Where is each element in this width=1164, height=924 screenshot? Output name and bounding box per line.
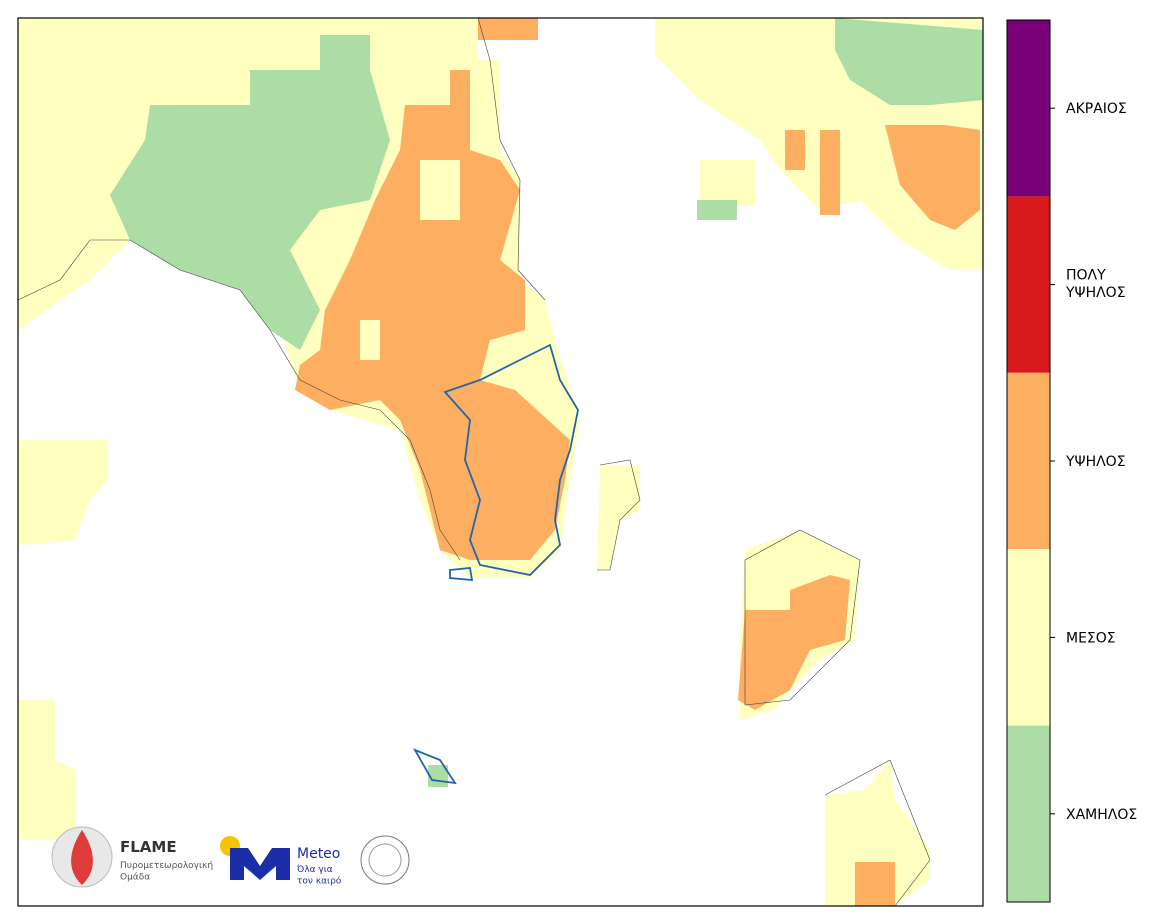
flame-logo-fire <box>71 830 93 885</box>
coastline <box>17 17 931 907</box>
flame-subtitle: Πυρομετεωρολογική Ομάδα <box>120 861 213 882</box>
colorbar-label: ΜΕΣΟΣ <box>1066 630 1116 646</box>
colorbar-label: ΧΑΜΗΛΟΣ <box>1066 807 1137 823</box>
region-low <box>697 200 737 220</box>
colorbar-label: ΑΚΡΑΙΟΣ <box>1066 101 1127 117</box>
logos: FLAME Πυρομετεωρολογική Ομάδα Meteo Όλα γ… <box>51 826 410 888</box>
region-moderate <box>825 760 930 906</box>
meteo-subtitle: Όλα για τον καιρό <box>296 864 342 886</box>
map-frame <box>17 17 984 907</box>
region-border <box>412 343 579 785</box>
colorbar-label: ΠΟΛΥ ΥΨΗΛΟΣ <box>1065 268 1126 302</box>
colorbar-segment <box>1007 372 1050 550</box>
region-high <box>820 130 840 215</box>
colorbar-segment <box>1007 725 1050 902</box>
region-high <box>885 125 980 230</box>
meteo-title: Meteo <box>297 846 340 862</box>
region-low <box>835 18 983 105</box>
colorbar-frame <box>1006 19 1051 903</box>
flame-title: FLAME <box>120 838 177 856</box>
region-moderate <box>700 160 755 205</box>
observatory-seal <box>360 835 410 885</box>
region-high <box>785 130 805 170</box>
region-high <box>855 862 895 906</box>
region-moderate <box>420 160 460 220</box>
colorbar: ΑΚΡΑΙΟΣ ΠΟΛΥ ΥΨΗΛΟΣ ΥΨΗΛΟΣ ΜΕΣΟΣ ΧΑΜΗΛΟΣ <box>1006 19 1137 903</box>
region-moderate <box>18 700 75 840</box>
region-moderate <box>360 320 380 360</box>
map <box>17 17 984 907</box>
colorbar-segment <box>1007 549 1050 726</box>
colorbar-segment <box>1007 196 1050 373</box>
region-high <box>478 18 538 40</box>
region-high <box>295 70 570 560</box>
colorbar-label: ΥΨΗΛΟΣ <box>1065 454 1126 470</box>
region-moderate <box>18 440 108 545</box>
region-low <box>110 35 390 350</box>
observatory-seal <box>368 843 402 877</box>
meteo-logo <box>230 848 290 880</box>
region-moderate <box>597 465 640 570</box>
colorbar-segment <box>1007 20 1050 197</box>
region-high <box>738 575 850 710</box>
